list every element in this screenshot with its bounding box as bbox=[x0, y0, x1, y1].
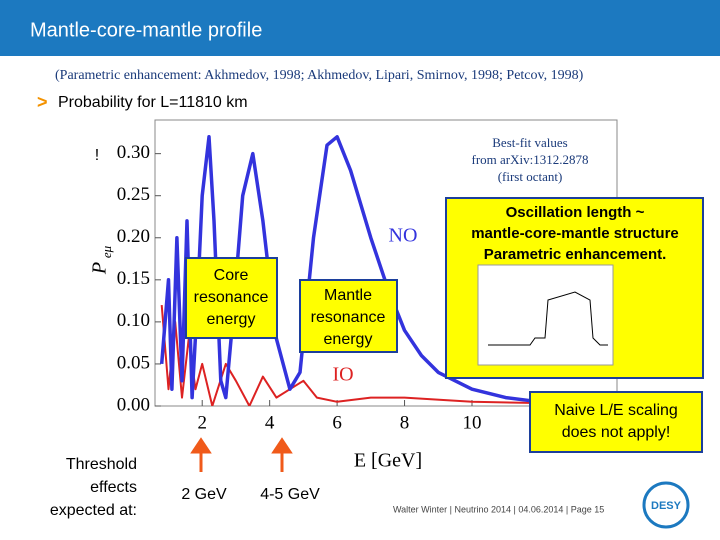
x-tick-label: 8 bbox=[400, 412, 410, 433]
y-tick-label: 0.05 bbox=[117, 352, 150, 373]
arrow-label: 2 GeV bbox=[181, 486, 227, 503]
x-axis-label: E [GeV] bbox=[354, 450, 422, 472]
naive-text: Naive L/E scaling bbox=[554, 402, 678, 419]
threshold-text: effects bbox=[90, 479, 137, 496]
plot: 0.00 0.05 0.10 0.15 0.20 0.25 0.30 2 4 6 8 10 E [GeV… bbox=[89, 135, 607, 472]
core-text: resonance bbox=[194, 289, 269, 306]
best-fit-note: (first octant) bbox=[498, 169, 563, 184]
logo-ring bbox=[642, 481, 690, 529]
y-axis-label-sub: eμ bbox=[99, 245, 114, 258]
oscillation-text: Oscillation length ~ bbox=[506, 204, 645, 221]
exclamation: ! bbox=[95, 147, 99, 164]
series-label: IO bbox=[332, 364, 353, 386]
header-bar bbox=[0, 0, 720, 56]
mantle-text: Mantle bbox=[324, 287, 372, 304]
inset-plot bbox=[477, 264, 614, 366]
threshold-text: Threshold bbox=[66, 456, 137, 473]
x-tick-label: 10 bbox=[462, 412, 481, 433]
threshold-arrows bbox=[190, 437, 293, 472]
arrow-label: 4-5 GeV bbox=[260, 486, 320, 503]
mantle-box bbox=[299, 279, 398, 353]
best-fit-note: from arXiv:1312.2878 bbox=[472, 152, 589, 167]
bullet-text: Probability for L=11810 km bbox=[58, 94, 248, 111]
y-tick-label: 0.10 bbox=[117, 310, 150, 331]
y-tick-label: 0.15 bbox=[117, 268, 150, 289]
logo-text: DESY bbox=[651, 500, 682, 512]
x-tick-label: 6 bbox=[332, 412, 342, 433]
naive-text: does not apply! bbox=[562, 424, 671, 441]
naive-box bbox=[529, 391, 703, 453]
series-line bbox=[160, 305, 607, 406]
mantle-text: energy bbox=[324, 331, 373, 348]
x-tick-label: 4 bbox=[265, 412, 275, 433]
oscillation-text: mantle-core-mantle structure bbox=[471, 225, 679, 242]
subtitle: (Parametric enhancement: Akhmedov, 1998;… bbox=[55, 68, 584, 83]
slide-title: Mantle-core-mantle profile bbox=[30, 19, 262, 41]
y-tick-label: 0.25 bbox=[117, 184, 150, 205]
core-box bbox=[185, 257, 278, 339]
oscillation-text: Parametric enhancement. bbox=[484, 246, 667, 263]
x-tick-label: 2 bbox=[197, 412, 207, 433]
best-fit-note: Best-fit values bbox=[492, 135, 567, 150]
inset-curve bbox=[488, 291, 608, 346]
series-label: NO bbox=[389, 225, 418, 247]
threshold-text: expected at: bbox=[50, 502, 137, 519]
core-text: energy bbox=[207, 311, 256, 328]
y-tick-label: 0.00 bbox=[117, 394, 150, 415]
core-text: Core bbox=[214, 267, 249, 284]
y-tick-label: 0.20 bbox=[117, 226, 150, 247]
y-axis-label: P bbox=[89, 262, 111, 275]
overlay: ! Best-fit values from arXiv:1312.2878 (fir… bbox=[50, 135, 704, 529]
footer: Walter Winter | Neutrino 2014 | 04.06.20… bbox=[393, 504, 604, 514]
bullet-marker: > bbox=[37, 92, 48, 112]
y-tick-label: 0.30 bbox=[117, 142, 150, 163]
mantle-text: resonance bbox=[311, 309, 386, 326]
